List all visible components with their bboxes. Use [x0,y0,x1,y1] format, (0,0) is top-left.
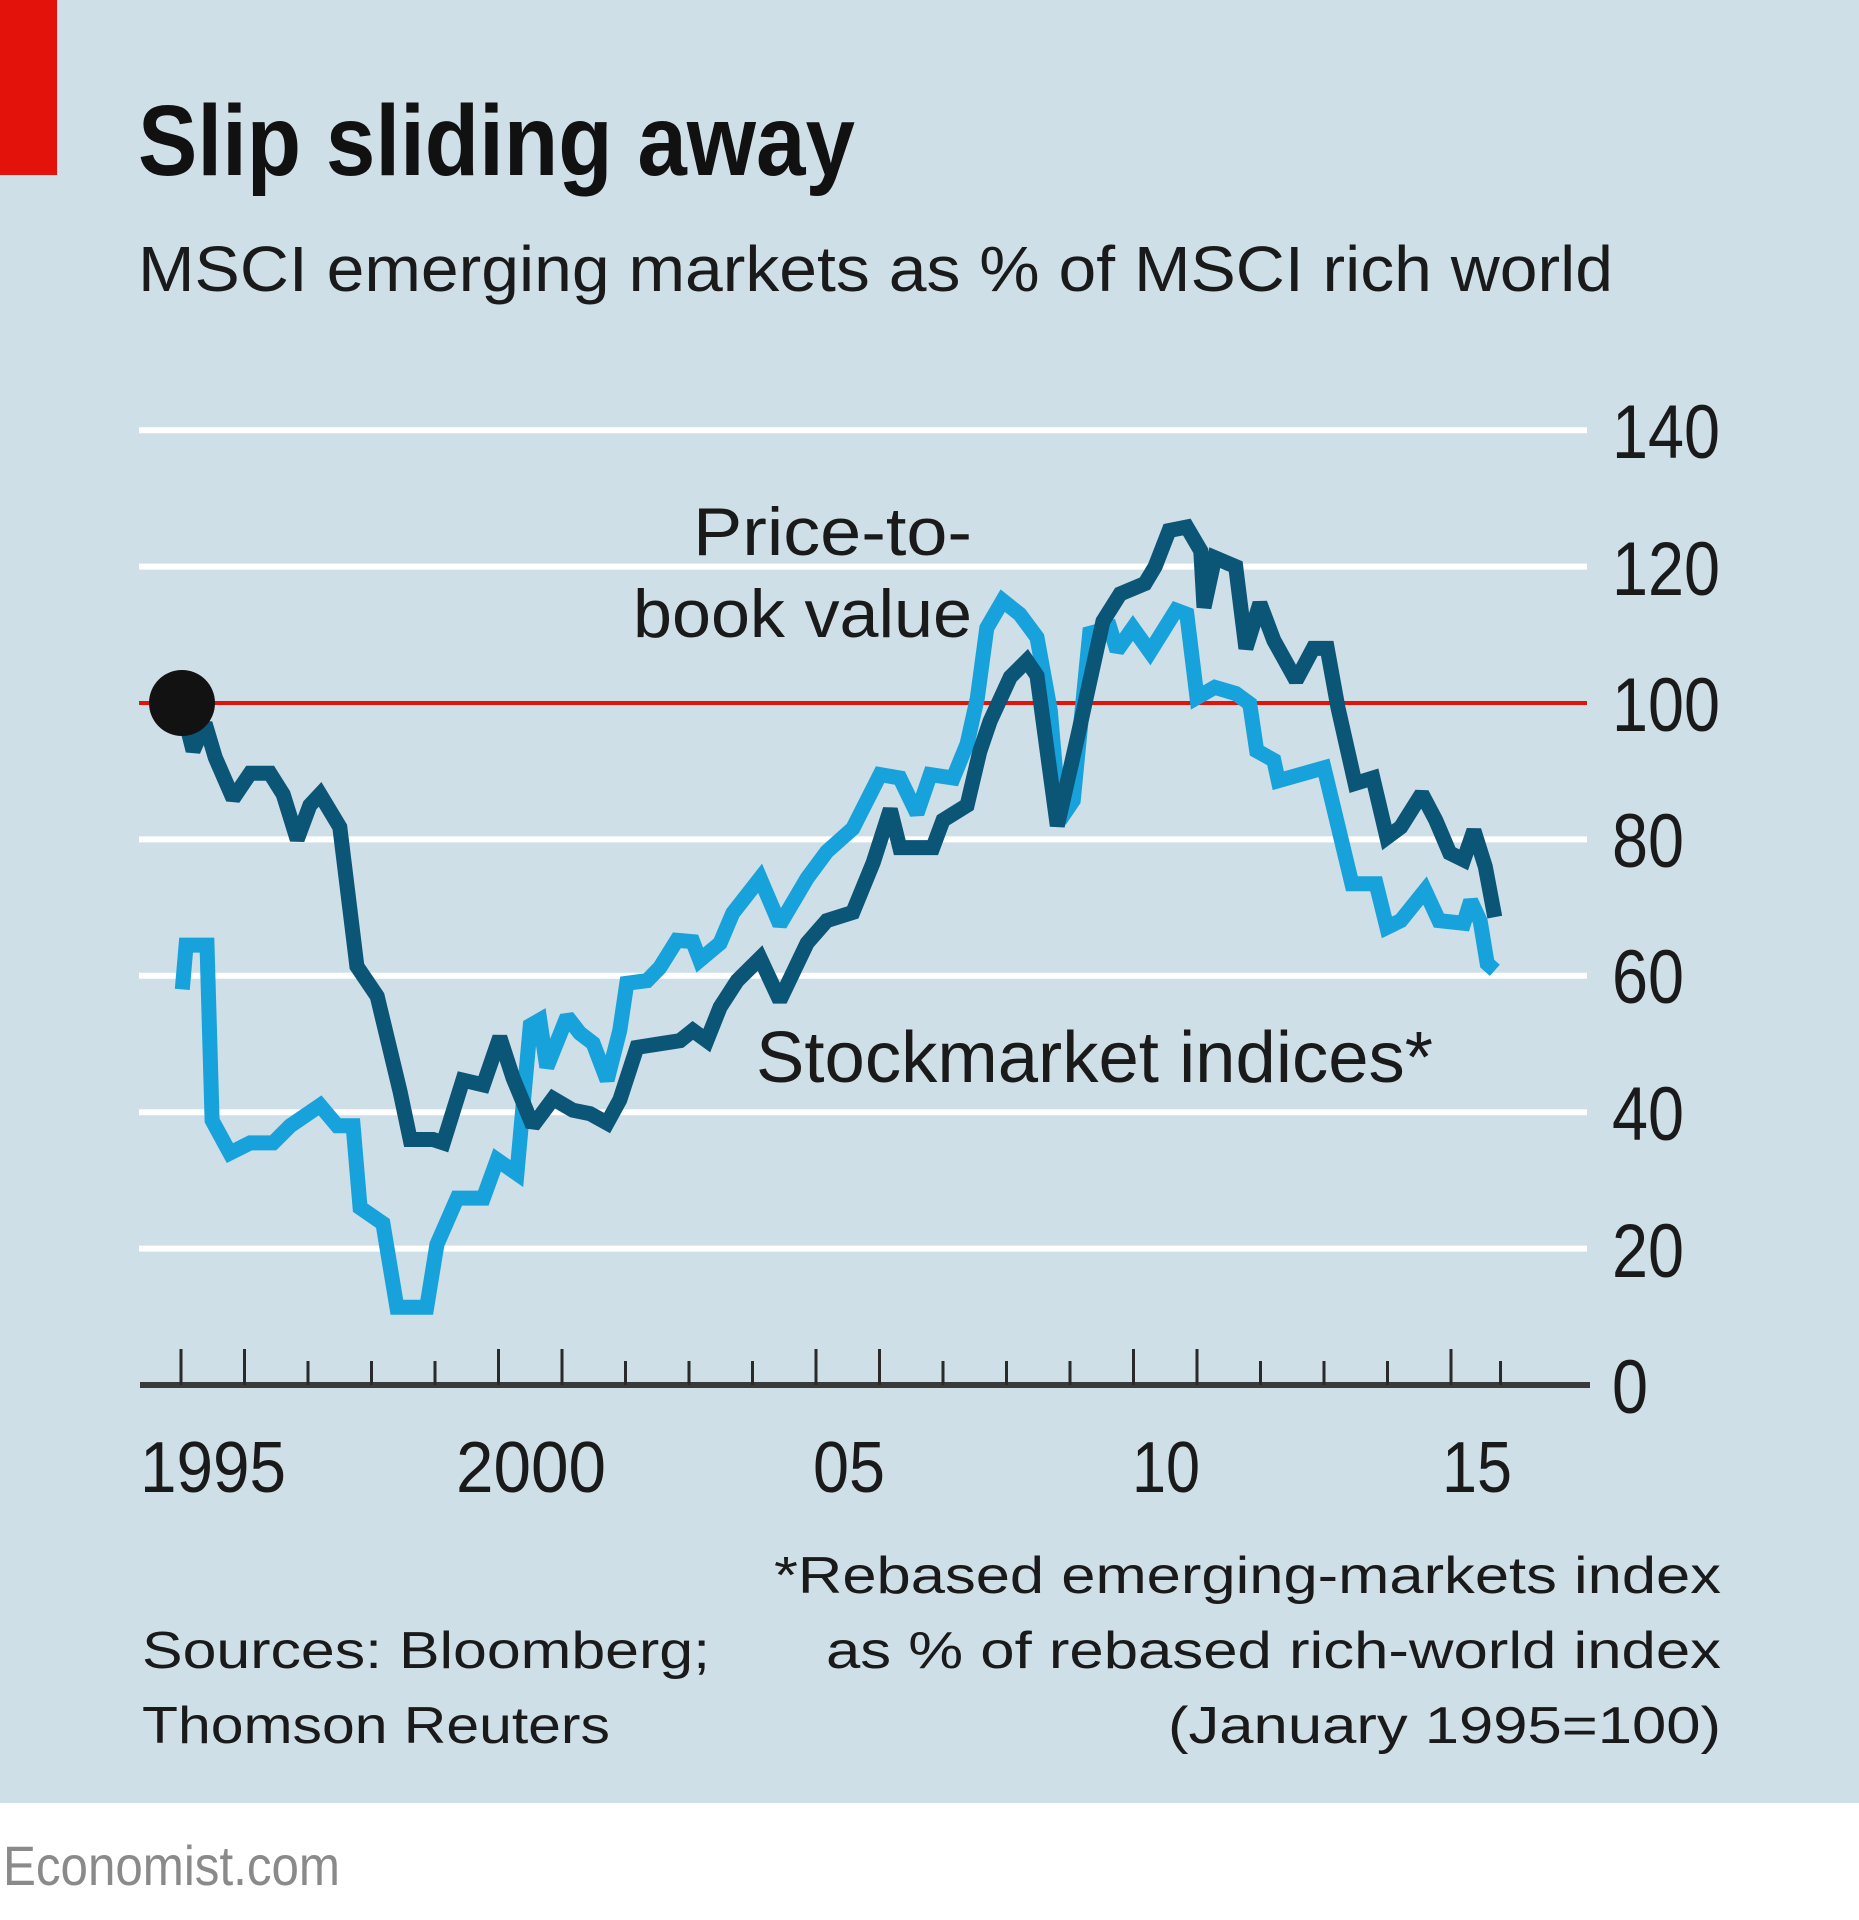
x-tick-label: 05 [813,1428,885,1508]
chart-subtitle: MSCI emerging markets as % of MSCI rich … [138,233,1613,305]
annotation-stockmarket-indices: Stockmarket indices* [756,1018,1433,1098]
series-stockmarket-line [173,518,1503,1153]
y-tick-label: 60 [1612,935,1684,1020]
y-tick-label: 80 [1612,799,1684,884]
x-tick-label: 10 [1132,1428,1200,1508]
red-tag-bar [0,0,57,175]
footnote-line1: *Rebased emerging-markets index [774,1547,1721,1605]
x-tick-label: 2000 [456,1428,606,1508]
footnote-line2: as % of rebased rich-world index [826,1622,1721,1680]
sources-line1: Sources: Bloomberg; [142,1622,710,1680]
y-tick-label: 20 [1612,1209,1684,1294]
brand-economist-com[interactable]: Economist.com [3,1834,340,1897]
sources-line2: Thomson Reuters [142,1697,610,1755]
series-price-to-book-line [174,589,1500,1315]
y-tick-label: 120 [1612,527,1720,612]
y-tick-label: 40 [1612,1072,1684,1157]
y-tick-label: 100 [1612,663,1720,748]
annotation-price-to-book-line2: book value [633,576,972,652]
y-axis-labels: 0 20 40 60 80 100 120 140 [1612,390,1720,1430]
start-marker-dot [149,670,215,736]
y-tick-label: 140 [1612,390,1720,475]
annotation-price-to-book-line1: Price-to- [693,494,972,570]
y-tick-label: 0 [1612,1345,1648,1430]
x-tick-label: 1995 [140,1428,286,1508]
footnote-line3: (January 1995=100) [1168,1697,1721,1755]
chart-panel [0,0,1859,1803]
x-tick-label: 15 [1442,1428,1512,1508]
chart-title: Slip sliding away [138,85,855,197]
x-axis [140,1349,1590,1388]
